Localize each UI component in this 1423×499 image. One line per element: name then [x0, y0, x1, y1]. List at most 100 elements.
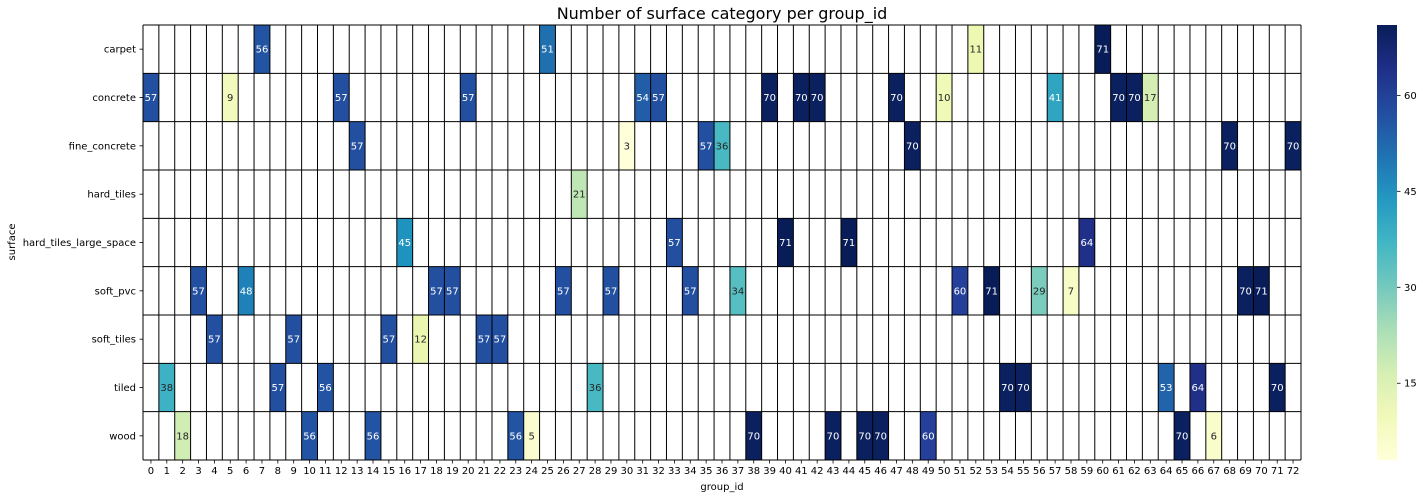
x-tick-label: 58 [1065, 466, 1078, 477]
heatmap-cell [952, 266, 968, 315]
x-tick-label: 16 [398, 466, 411, 477]
heatmap-cell [825, 411, 841, 460]
y-axis-label: surface [7, 224, 18, 261]
cell-value-label: 17 [1144, 93, 1157, 104]
x-tick-label: 32 [652, 466, 665, 477]
heatmap-cell [1205, 411, 1222, 460]
x-tick-label: 65 [1176, 466, 1189, 477]
heatmap-cell [1015, 363, 1032, 412]
x-tick-label: 47 [890, 466, 903, 477]
heatmap-cell [745, 411, 762, 460]
cell-value-label: 9 [227, 93, 233, 104]
heatmap-cell [1221, 121, 1238, 170]
x-tick-label: 36 [716, 466, 729, 477]
cell-value-label: 56 [367, 431, 380, 442]
cell-value-label: 45 [398, 238, 411, 249]
x-tick-label: 17 [414, 466, 427, 477]
cell-value-label: 70 [890, 93, 903, 104]
cell-value-label: 56 [256, 45, 269, 56]
x-tick-label: 48 [906, 466, 919, 477]
y-tick-labels: carpet concrete fine_concrete hard_tileshar… [23, 45, 143, 442]
y-tick-label: carpet [104, 45, 136, 56]
x-tick-label: 1 [164, 466, 170, 477]
heatmap-cell [1269, 363, 1286, 412]
heatmap-grid [142, 24, 1302, 461]
x-tick-label: 40 [779, 466, 792, 477]
cell-value-label: 57 [605, 286, 618, 297]
heatmap-cell [682, 266, 699, 315]
heatmap-cell [650, 73, 667, 122]
x-tick-label: 15 [383, 466, 396, 477]
x-tick-label: 9 [291, 466, 297, 477]
cell-value-label: 57 [351, 141, 364, 152]
heatmap-cell [555, 266, 572, 315]
x-tick-label: 38 [747, 466, 760, 477]
cell-value-label: 57 [494, 335, 507, 346]
heatmap-cell [761, 73, 778, 122]
heatmap-cell [603, 266, 619, 315]
heatmap-cell [158, 363, 175, 412]
x-tick-label: 23 [509, 466, 522, 477]
cell-value-label: 7 [1068, 286, 1074, 297]
cell-value-label: 57 [430, 286, 443, 297]
heatmap-cell [587, 363, 604, 412]
heatmap-cell [904, 121, 921, 170]
cell-value-label: 57 [271, 383, 284, 394]
heatmap-cell [190, 266, 207, 315]
x-tick-label: 44 [843, 466, 856, 477]
y-tick-label: fine_concrete [69, 141, 136, 152]
cell-value-label: 70 [1223, 141, 1236, 152]
cell-value-label: 71 [985, 286, 998, 297]
cell-value-label: 57 [335, 93, 348, 104]
cell-value-label: 64 [1192, 383, 1205, 394]
cell-value-label: 57 [652, 93, 665, 104]
x-tick-label: 4 [211, 466, 217, 477]
heatmap-cell [1094, 25, 1111, 74]
heatmap-cell [1063, 266, 1079, 315]
heatmap-cell [444, 266, 461, 315]
cell-value-label: 36 [716, 141, 729, 152]
x-tick-label: 8 [275, 466, 281, 477]
cell-value-label: 57 [446, 286, 459, 297]
cell-value-label: 70 [1112, 93, 1125, 104]
heatmap-cell [634, 73, 651, 122]
heatmap-cell [285, 315, 302, 364]
x-tick-label: 26 [557, 466, 570, 477]
cell-value-label: 18 [176, 431, 189, 442]
x-tick-label: 55 [1017, 466, 1030, 477]
x-tick-label: 13 [351, 466, 364, 477]
cell-value-label: 70 [747, 431, 760, 442]
heatmap-cell [920, 411, 937, 460]
x-tick-label: 49 [922, 466, 935, 477]
cell-value-label: 56 [509, 431, 522, 442]
heatmap-cell [174, 411, 191, 460]
heatmap-cell [412, 315, 429, 364]
y-tick-label: concrete [92, 93, 136, 104]
x-tick-label: 62 [1128, 466, 1141, 477]
x-tick-label: 57 [1049, 466, 1062, 477]
x-tick-label: 42 [811, 466, 824, 477]
x-tick-label: 35 [700, 466, 713, 477]
x-tick-label: 20 [462, 466, 475, 477]
cell-value-label: 10 [938, 93, 951, 104]
cell-value-label: 12 [414, 335, 427, 346]
cell-value-label: 70 [1239, 286, 1252, 297]
x-tick-label: 30 [620, 466, 633, 477]
heatmap-cell [856, 411, 873, 460]
heatmap-cell [967, 25, 984, 74]
cell-value-label: 5 [528, 431, 534, 442]
heatmap-cell [333, 73, 350, 122]
colorbar: 15 30 45 60 [1377, 25, 1417, 460]
cell-value-label: 70 [906, 141, 919, 152]
x-tick-label: 11 [319, 466, 332, 477]
heatmap-cell [936, 73, 953, 122]
heatmap-cell [1047, 73, 1064, 122]
x-tick-label: 54 [1001, 466, 1014, 477]
cell-value-label: 60 [954, 286, 967, 297]
cell-value-label: 57 [462, 93, 475, 104]
x-tick-label: 25 [541, 466, 554, 477]
x-tick-label: 34 [684, 466, 697, 477]
x-tick-label: 68 [1223, 466, 1236, 477]
cell-value-label: 70 [1271, 383, 1284, 394]
x-tick-label: 46 [874, 466, 887, 477]
